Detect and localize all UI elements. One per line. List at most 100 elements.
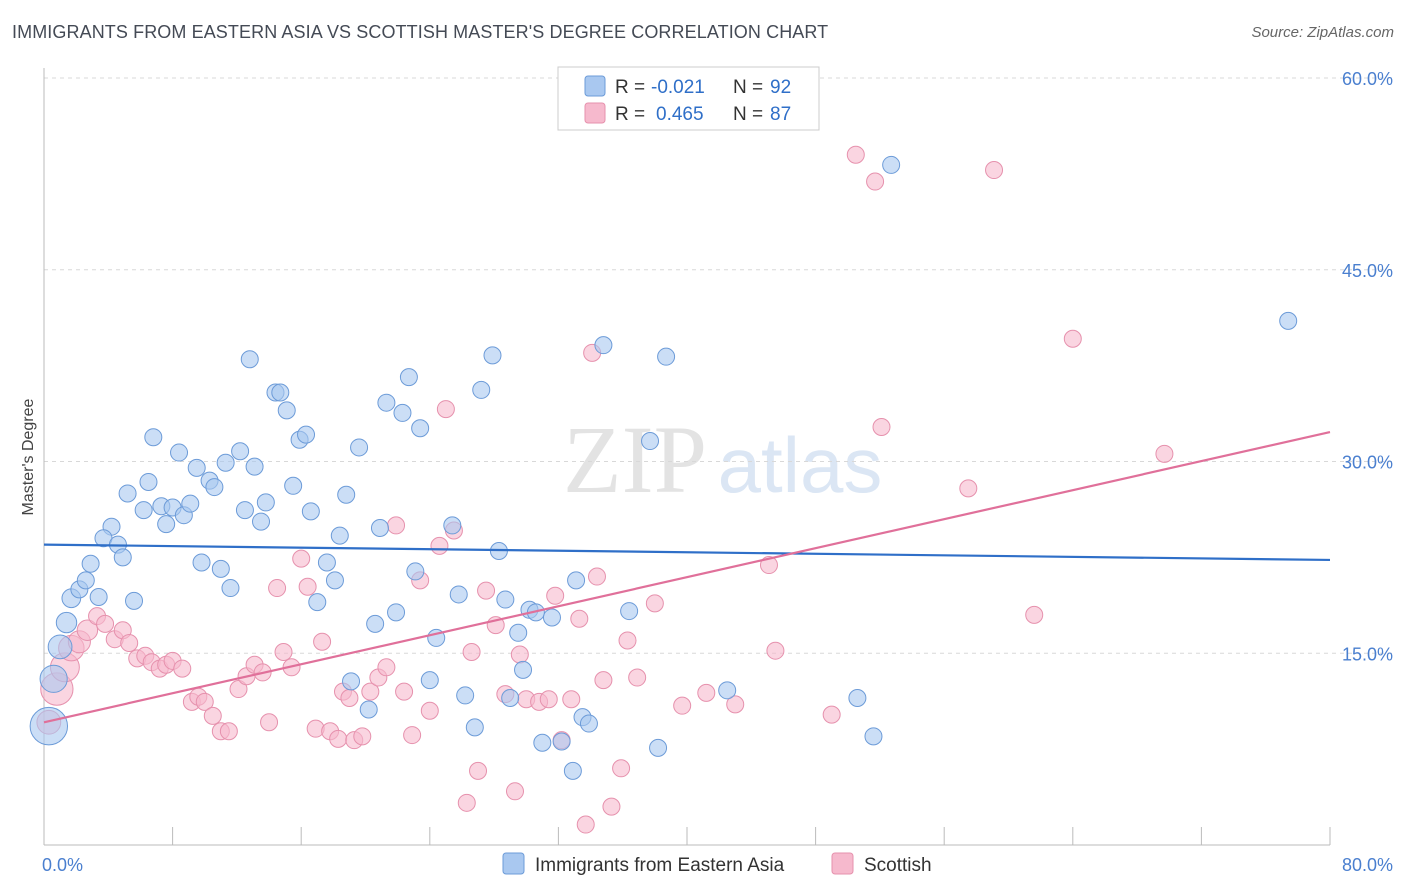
scottish-point [562, 690, 581, 709]
eastern-asia-point [231, 442, 250, 461]
scottish-point [96, 614, 115, 633]
scottish-point [766, 641, 785, 660]
eastern-asia-point [330, 526, 349, 545]
eastern-asia-point [366, 614, 385, 633]
legend-top-swatch-pink [584, 102, 606, 124]
eastern-asia-point [509, 623, 528, 642]
legend-top-swatch-blue [584, 75, 606, 97]
scottish-point [759, 556, 778, 575]
eastern-asia-point [620, 602, 639, 621]
scottish-point [587, 567, 606, 586]
scottish-point [403, 726, 422, 745]
eastern-asia-point [245, 457, 264, 476]
eastern-asia-point [187, 458, 206, 477]
legend-top-r-value-2: 0.465 [656, 104, 704, 125]
legend-top-r-label-1: R = [615, 77, 645, 98]
eastern-asia-point [718, 681, 737, 700]
eastern-asia-point [359, 700, 378, 719]
eastern-asia-point [882, 155, 901, 174]
trend-lines [43, 431, 1331, 724]
scottish-point [195, 692, 214, 711]
scottish-point [866, 172, 885, 191]
eastern-asia-point [157, 515, 176, 534]
scottish-point [546, 586, 565, 605]
scottish-point [697, 683, 716, 702]
eastern-asia-point [144, 428, 163, 447]
eastern-asia-point [567, 571, 586, 590]
watermark: ZIP atlas [563, 406, 882, 513]
y-axis-label: Master's Degree [20, 398, 37, 515]
y-tick-label: 30.0% [1342, 453, 1393, 473]
eastern-asia-point [411, 419, 430, 438]
eastern-asia-point [221, 579, 240, 598]
eastern-asia-point [118, 484, 137, 503]
eastern-asia-point [216, 453, 235, 472]
eastern-asia-point [47, 634, 73, 660]
chart-source: Source: ZipAtlas.com [1251, 24, 1394, 41]
data-points [29, 145, 1298, 834]
eastern-asia-point [456, 686, 475, 705]
scottish-point [1155, 444, 1174, 463]
scottish-point [76, 619, 99, 641]
eastern-asia-point [350, 438, 369, 457]
scottish-point [361, 682, 380, 701]
scottish-point [726, 695, 745, 714]
eastern-asia-point [325, 571, 344, 590]
eastern-asia-point [514, 660, 533, 679]
eastern-asia-point [308, 593, 327, 612]
eastern-asia-point [848, 688, 867, 707]
eastern-asia-point [483, 346, 502, 365]
scottish-point [457, 793, 476, 812]
eastern-asia-point [170, 443, 189, 462]
eastern-asia-point [657, 347, 676, 366]
eastern-asia-point [542, 608, 561, 627]
eastern-asia-point [443, 516, 462, 535]
scottish-point [576, 815, 595, 834]
scottish-point [959, 479, 978, 498]
eastern-asia-point [235, 501, 254, 520]
eastern-asia-point [420, 671, 439, 690]
scottish-point [298, 577, 317, 596]
eastern-asia-point [55, 611, 78, 634]
scottish-point [1063, 329, 1082, 348]
eastern-asia-point [277, 401, 296, 420]
eastern-asia-point [342, 672, 361, 691]
eastern-asia-point [271, 383, 290, 402]
eastern-asia-point [393, 403, 412, 422]
scottish-point [618, 631, 637, 650]
legend-top-n-value-2: 87 [770, 104, 791, 125]
scottish-point [673, 696, 692, 715]
eastern-asia-point [240, 350, 259, 369]
eastern-asia-point [39, 664, 68, 693]
eastern-asia-point [552, 732, 571, 751]
scottish-point [340, 688, 359, 707]
legend-top-n-value-1: 92 [770, 77, 791, 98]
scottish-point [846, 145, 865, 164]
x-tick-label-max: 80.0% [1342, 855, 1393, 875]
eastern-asia-point [29, 706, 69, 746]
eastern-asia-point [81, 554, 100, 573]
scottish-point [395, 682, 414, 701]
eastern-asia-point [533, 733, 552, 752]
scottish-point [1025, 605, 1044, 624]
scottish-point [274, 642, 293, 661]
y-tick-label: 60.0% [1342, 69, 1393, 89]
scottish-point [602, 797, 621, 816]
eastern-asia-point [89, 588, 108, 607]
scottish-point [872, 417, 891, 436]
eastern-asia-point [649, 738, 668, 757]
scottish-point [313, 632, 332, 651]
scottish-point [173, 659, 192, 678]
eastern-asia-point [387, 603, 406, 622]
scottish-point [329, 729, 348, 748]
scottish-trend-line [43, 431, 1331, 724]
eastern-asia-point [205, 478, 224, 497]
eastern-asia-point [641, 432, 660, 451]
eastern-asia-point [76, 571, 95, 590]
eastern-asia-point [125, 591, 144, 610]
scottish-point [420, 701, 439, 720]
legend-swatch-scottish [831, 852, 854, 875]
eastern-asia-point [317, 553, 336, 572]
eastern-asia-point [370, 518, 389, 537]
eastern-asia-point [579, 714, 598, 733]
